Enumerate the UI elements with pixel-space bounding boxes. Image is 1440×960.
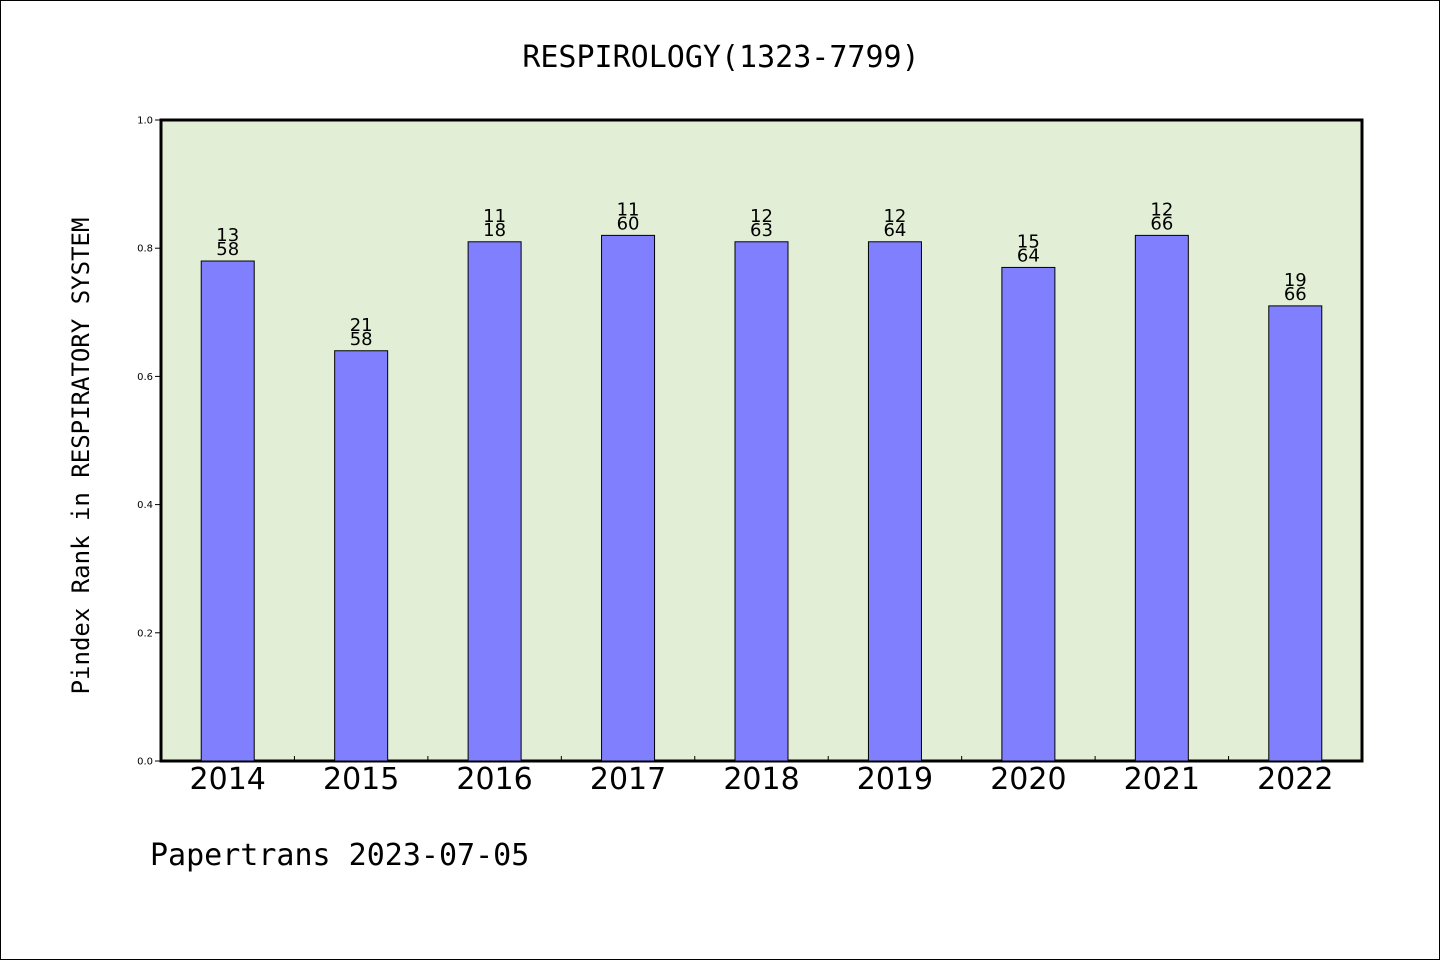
y-tick-label: 1.0 [137, 116, 153, 127]
y-tick-label: 0.0 [137, 757, 153, 768]
total-label: 60 [617, 213, 640, 234]
x-tick-label: 2014 [190, 762, 266, 797]
x-axis: 2014 2015 2016 2017 2018 2019 2020 2021 2022 [161, 756, 1362, 797]
bar-2021 [1134, 234, 1189, 762]
bar-2018 [734, 241, 789, 762]
total-label: 58 [216, 239, 239, 260]
rank-label: 11 [483, 206, 506, 227]
rank-label: 19 [1284, 270, 1307, 291]
x-tick-label: 2019 [857, 762, 933, 797]
total-label: 66 [1150, 213, 1173, 234]
rank-label: 11 [617, 199, 640, 220]
bar-2020 [1001, 266, 1056, 762]
y-tick-label: 0.2 [137, 628, 153, 639]
bar-2017 [601, 234, 656, 762]
total-label: 18 [483, 220, 506, 241]
total-label: 58 [350, 329, 373, 350]
bar-2019 [867, 241, 922, 762]
chart-title: RESPIROLOGY(1323-7799) [522, 40, 919, 75]
x-tick-label: 2020 [990, 762, 1066, 797]
x-tick-label: 2018 [723, 762, 799, 797]
bar-2022 [1268, 305, 1323, 762]
x-tick-label: 2022 [1257, 762, 1333, 797]
y-axis: 0.0 0.2 0.4 0.6 0.8 1.0 [137, 116, 161, 768]
y-tick-label: 0.8 [137, 244, 153, 255]
y-tick-label: 0.6 [137, 372, 153, 383]
rank-label: 15 [1017, 231, 1040, 252]
x-tick-label: 2017 [590, 762, 666, 797]
y-tick-label: 0.4 [137, 500, 153, 511]
rank-label: 12 [1150, 199, 1173, 220]
rank-label: 12 [883, 206, 906, 227]
total-label: 64 [1017, 245, 1040, 266]
bar-2015 [334, 350, 389, 762]
y-axis-label: Pindex Rank in RESPIRATORY SYSTEM [67, 218, 95, 695]
rank-label: 12 [750, 206, 773, 227]
bar-2014 [200, 260, 255, 762]
x-tick-label: 2021 [1124, 762, 1200, 797]
total-label: 64 [883, 220, 906, 241]
rank-label: 21 [350, 315, 373, 336]
total-label: 66 [1284, 284, 1307, 305]
x-tick-label: 2015 [323, 762, 399, 797]
x-tick-label: 2016 [456, 762, 532, 797]
total-label: 63 [750, 220, 773, 241]
bar-2016 [467, 241, 522, 762]
footer-text: Papertrans 2023-07-05 [150, 838, 529, 873]
rank-label: 13 [216, 225, 239, 246]
bars-group [200, 234, 1323, 762]
